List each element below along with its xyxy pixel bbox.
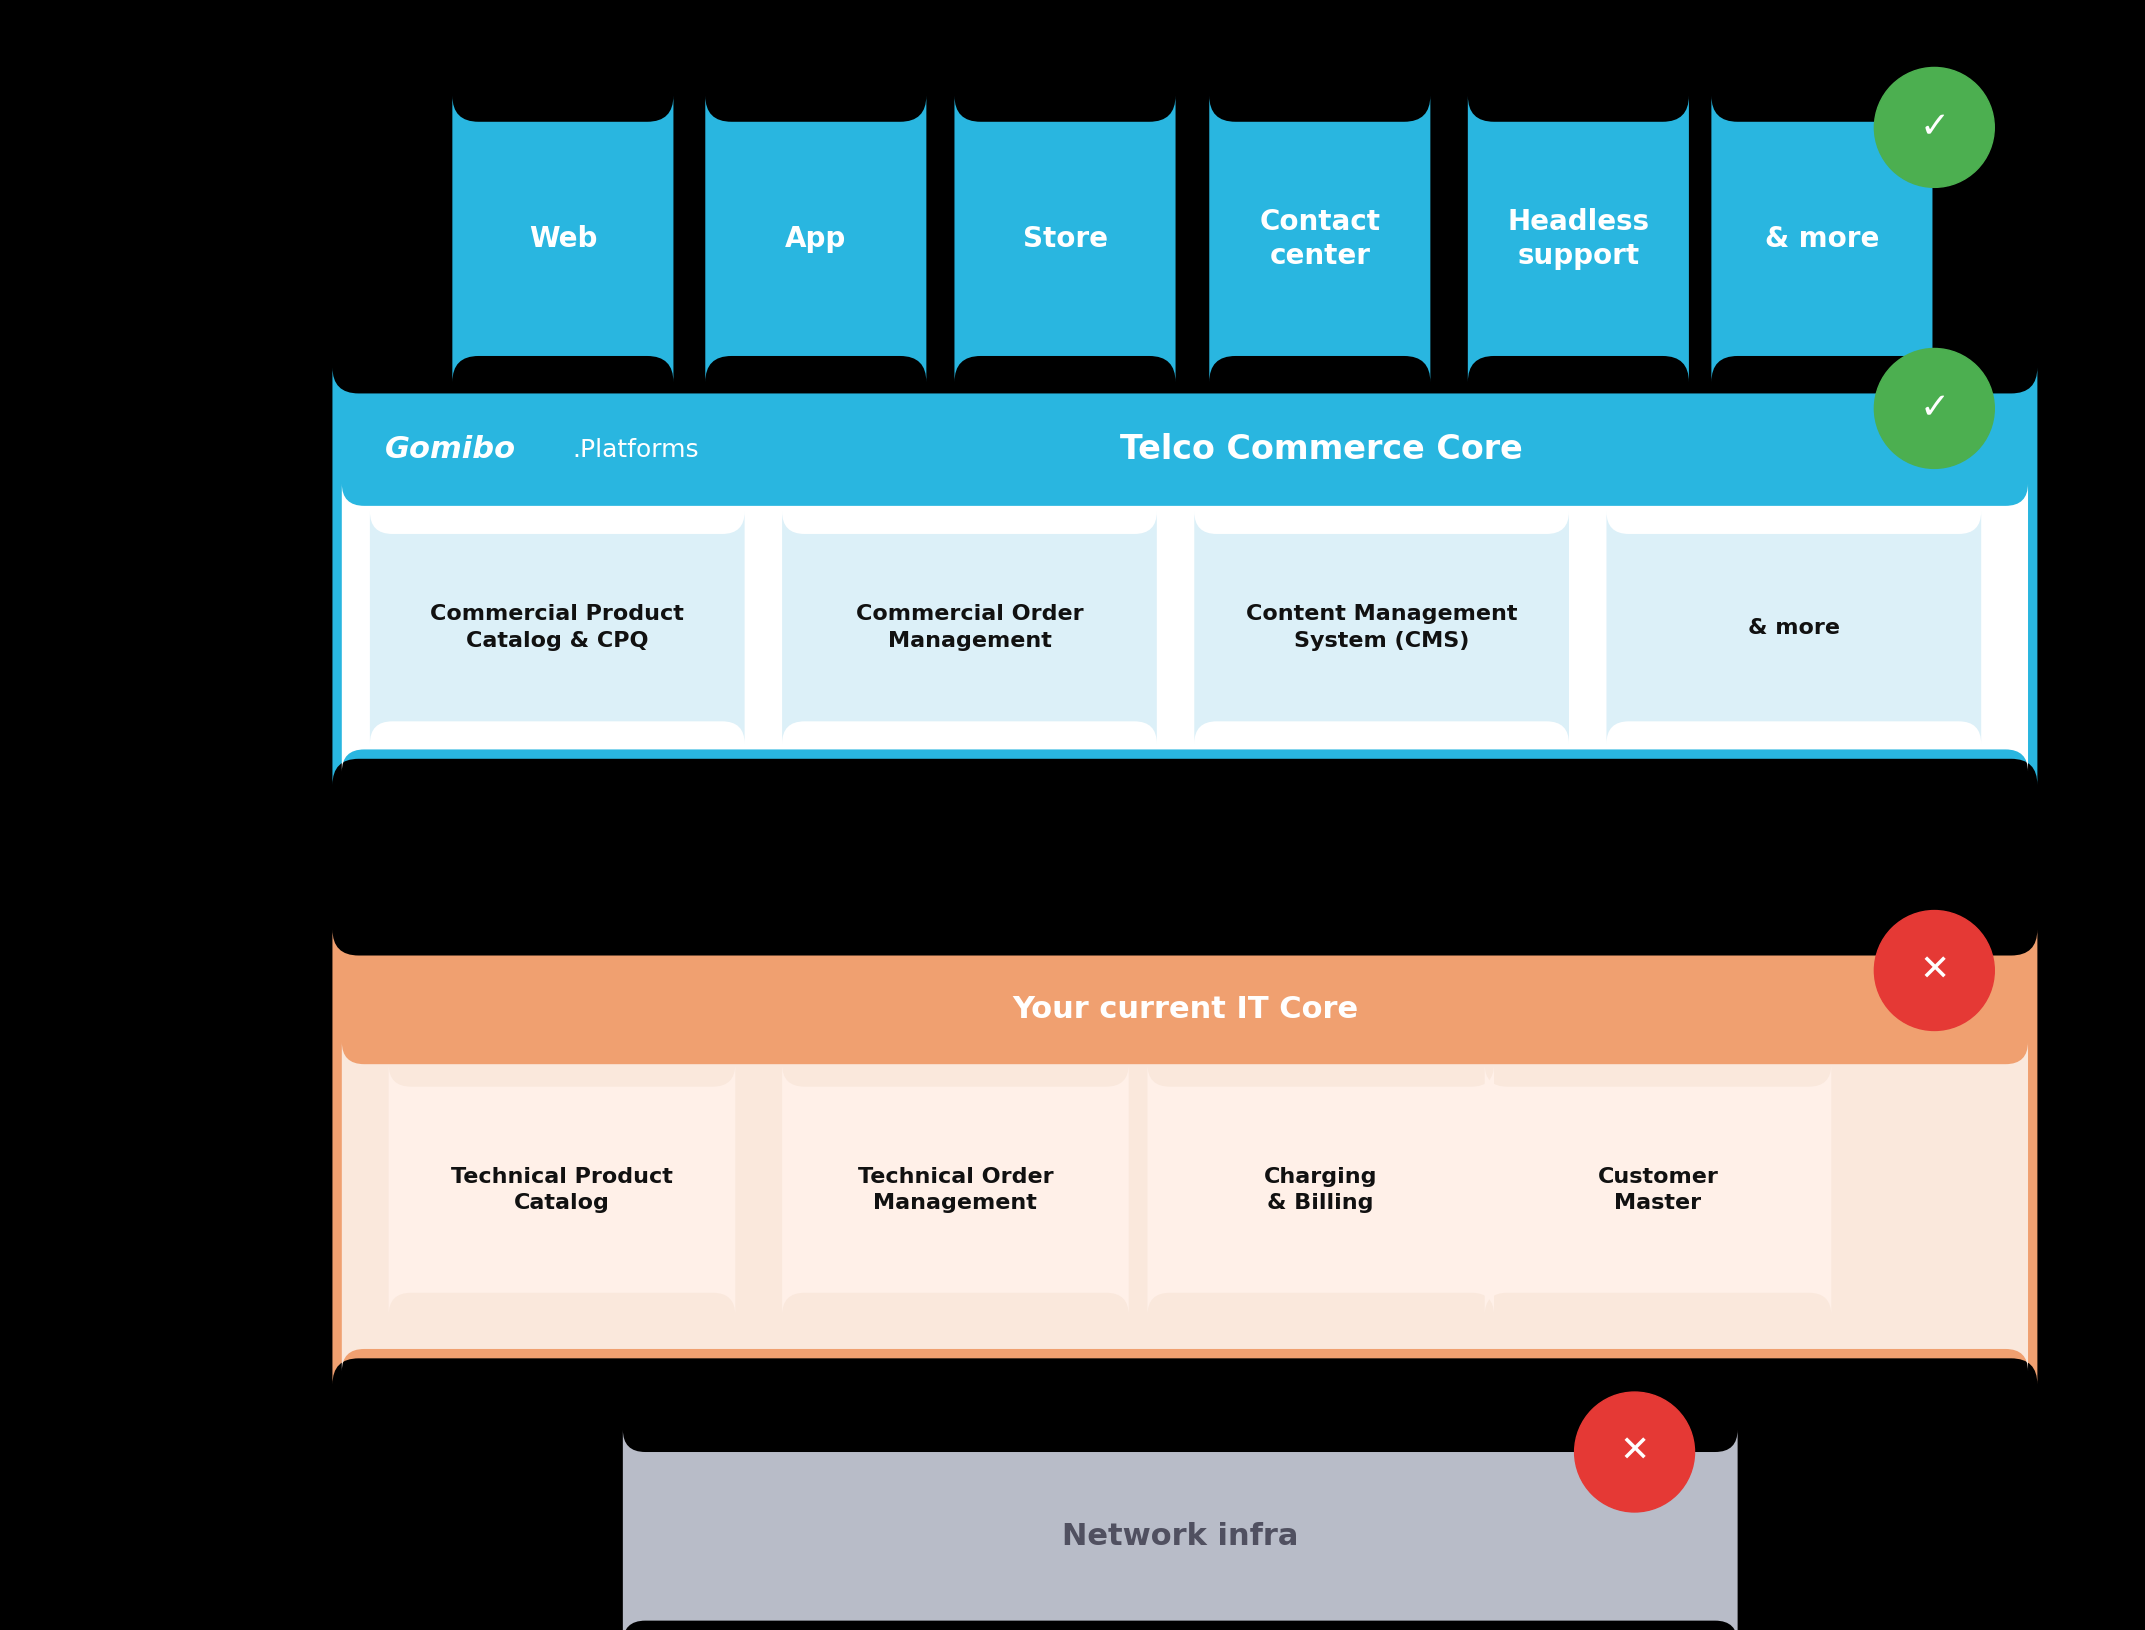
FancyBboxPatch shape [332,929,2038,1384]
FancyBboxPatch shape [1210,96,1431,381]
FancyBboxPatch shape [622,1430,1737,1630]
Text: Web: Web [528,225,596,253]
FancyBboxPatch shape [1195,512,1568,743]
Text: ✕: ✕ [1619,1434,1650,1469]
Text: Gomibo: Gomibo [384,435,517,465]
FancyBboxPatch shape [706,96,927,381]
Text: ✓: ✓ [1920,111,1950,145]
FancyBboxPatch shape [955,96,1175,381]
FancyBboxPatch shape [1484,1064,1832,1315]
Circle shape [1875,349,1995,468]
Text: Contact
center: Contact center [1259,207,1381,271]
FancyBboxPatch shape [1467,96,1688,381]
FancyBboxPatch shape [341,1042,2027,1371]
FancyBboxPatch shape [388,1064,736,1315]
Text: & more: & more [1748,618,1840,637]
Circle shape [1875,911,1995,1030]
Circle shape [1875,67,1995,187]
Text: Technical Product
Catalog: Technical Product Catalog [450,1167,674,1213]
Text: Commercial Product
Catalog & CPQ: Commercial Product Catalog & CPQ [431,605,684,650]
Text: .Platforms: .Platforms [573,438,699,461]
Text: Technical Order
Management: Technical Order Management [858,1167,1053,1213]
FancyBboxPatch shape [341,484,2027,773]
Text: ✕: ✕ [1920,954,1950,988]
FancyBboxPatch shape [1712,96,1933,381]
FancyBboxPatch shape [369,512,744,743]
Text: Telco Commerce Core: Telco Commerce Core [1120,434,1523,466]
Text: Charging
& Billing: Charging & Billing [1263,1167,1377,1213]
Text: Customer
Master: Customer Master [1598,1167,1718,1213]
Text: ✓: ✓ [1920,391,1950,425]
FancyBboxPatch shape [1148,1064,1495,1315]
Text: Network infra: Network infra [1062,1522,1298,1550]
Circle shape [1574,1392,1695,1513]
FancyBboxPatch shape [453,96,674,381]
FancyBboxPatch shape [783,512,1156,743]
FancyBboxPatch shape [332,367,2038,786]
Text: Store: Store [1023,225,1107,253]
FancyBboxPatch shape [1607,512,1982,743]
Text: Headless
support: Headless support [1508,207,1650,271]
Text: & more: & more [1765,225,1879,253]
Text: Content Management
System (CMS): Content Management System (CMS) [1246,605,1517,650]
Text: Commercial Order
Management: Commercial Order Management [856,605,1083,650]
Text: App: App [785,225,847,253]
FancyBboxPatch shape [783,1064,1128,1315]
Text: Your current IT Core: Your current IT Core [1012,996,1358,1024]
